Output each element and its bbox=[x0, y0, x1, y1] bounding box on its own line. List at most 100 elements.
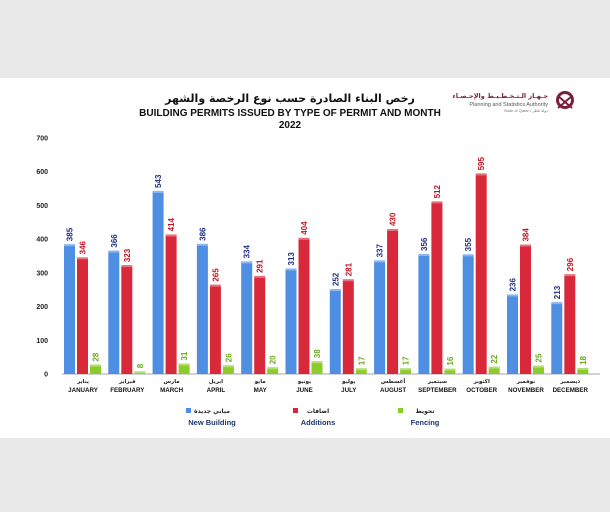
bar-fencing bbox=[577, 367, 589, 374]
x-tick-label-ar: أغسطس bbox=[381, 377, 405, 385]
data-label-additions: 512 bbox=[433, 184, 442, 198]
x-tick-label: JULY bbox=[341, 387, 357, 394]
legend-label-additions: Additions bbox=[301, 418, 336, 427]
bar-fencing bbox=[311, 361, 323, 374]
y-tick-label: 700 bbox=[36, 136, 48, 143]
data-label-new-building: 334 bbox=[243, 244, 252, 258]
bar-highlight bbox=[387, 229, 399, 232]
bar-highlight bbox=[342, 279, 354, 282]
y-tick-label: 500 bbox=[36, 203, 48, 210]
x-tick-label-ar: نوفمبر bbox=[516, 379, 535, 385]
bar-highlight bbox=[551, 302, 563, 305]
bar-new-building bbox=[507, 294, 518, 374]
chart: جـهـاز الـتـخـطـيـط والإحـصـاء Planning … bbox=[36, 91, 600, 427]
y-tick-label: 200 bbox=[36, 304, 48, 311]
chart-card: جـهـاز الـتـخـطـيـط والإحـصـاء Planning … bbox=[0, 78, 610, 438]
y-tick-label: 300 bbox=[36, 270, 48, 277]
logo-state: State of Qatar • دولة قطر bbox=[504, 108, 548, 113]
bar-highlight bbox=[564, 274, 576, 277]
bar-highlight bbox=[77, 257, 88, 260]
x-tick-label-ar: مايو bbox=[254, 379, 266, 385]
legend-label-ar-new-building: مباني جديدة bbox=[194, 408, 230, 415]
bar-new-building bbox=[551, 302, 563, 374]
data-label-fencing: 8 bbox=[136, 363, 145, 368]
bar-fencing bbox=[400, 368, 412, 374]
data-label-additions: 296 bbox=[566, 257, 575, 271]
x-tick-label-ar: يوليو bbox=[341, 379, 355, 385]
legend: مباني جديدة New Building اضافات Addition… bbox=[186, 408, 440, 427]
x-tick-label-ar: مارس bbox=[163, 379, 179, 385]
data-label-fencing: 28 bbox=[92, 352, 101, 361]
logo-name-en: Planning and Statistics Authority bbox=[469, 102, 548, 108]
bar-highlight bbox=[285, 268, 297, 271]
data-label-additions: 595 bbox=[477, 157, 486, 171]
x-tick-label-ar: ديسمبر bbox=[559, 379, 580, 385]
bar-new-building bbox=[152, 190, 164, 374]
data-label-new-building: 337 bbox=[376, 243, 385, 257]
data-label-fencing: 17 bbox=[357, 356, 366, 365]
data-label-fencing: 22 bbox=[490, 354, 499, 363]
data-label-additions: 291 bbox=[256, 259, 265, 273]
chart-title: BUILDING PERMITS ISSUED BY TYPE OF PERMI… bbox=[139, 108, 441, 119]
bar-fencing bbox=[90, 364, 101, 374]
bar-fencing bbox=[444, 368, 456, 374]
legend-label-fencing: Fencing bbox=[411, 418, 440, 427]
bar-additions bbox=[431, 201, 443, 374]
x-tick-label: AUGUST bbox=[380, 387, 406, 394]
x-tick-label: FEBRUARY bbox=[110, 387, 145, 394]
y-axis: 0 100 200 300 400 500 600 700 bbox=[36, 136, 48, 379]
x-tick-label: OCTOBER bbox=[466, 387, 497, 394]
bar-fencing bbox=[222, 365, 234, 374]
bar-additions bbox=[475, 173, 487, 374]
bar-highlight bbox=[267, 367, 279, 370]
data-label-additions: 281 bbox=[344, 262, 353, 276]
bar-new-building bbox=[329, 289, 341, 374]
bar-additions bbox=[121, 265, 133, 374]
bar-fencing bbox=[355, 368, 367, 374]
chart-year: 2022 bbox=[279, 120, 302, 131]
bar-highlight bbox=[507, 294, 518, 297]
legend-swatch-fencing bbox=[398, 408, 403, 413]
data-label-additions: 265 bbox=[211, 268, 220, 282]
bar-highlight bbox=[418, 253, 430, 256]
data-label-additions: 384 bbox=[522, 228, 531, 242]
x-tick-label-ar: سبتمبر bbox=[427, 379, 447, 385]
legend-label-new-building: New Building bbox=[188, 418, 236, 427]
bar-highlight bbox=[488, 366, 500, 369]
bar-highlight bbox=[64, 244, 75, 247]
bar-highlight bbox=[165, 234, 177, 237]
bar-highlight bbox=[533, 365, 544, 368]
bar-highlight bbox=[108, 250, 120, 253]
bar-fencing bbox=[488, 366, 500, 374]
data-label-fencing: 31 bbox=[180, 351, 189, 360]
qatar-emblem-icon bbox=[556, 91, 574, 109]
y-tick-label: 600 bbox=[36, 169, 48, 176]
bar-additions bbox=[209, 284, 221, 374]
bar-fencing bbox=[134, 371, 146, 374]
legend-swatch-additions bbox=[293, 408, 298, 413]
data-label-new-building: 366 bbox=[110, 234, 119, 248]
bar-highlight bbox=[475, 173, 487, 176]
bar-highlight bbox=[520, 244, 531, 247]
bar-new-building bbox=[462, 254, 474, 374]
bar-new-building bbox=[64, 244, 75, 374]
bar-highlight bbox=[329, 289, 341, 292]
bar-new-building bbox=[241, 261, 253, 374]
bar-highlight bbox=[462, 254, 474, 257]
legend-item-fencing: تحويط Fencing bbox=[398, 408, 440, 427]
x-tick-label-ar: يناير bbox=[76, 379, 89, 385]
x-tick-label: NOVEMBER bbox=[508, 387, 544, 394]
x-tick-label: MAY bbox=[254, 387, 268, 394]
data-label-new-building: 355 bbox=[464, 237, 473, 251]
y-tick-label: 100 bbox=[36, 338, 48, 345]
bar-highlight bbox=[374, 260, 386, 263]
x-tick-label: JANUARY bbox=[68, 387, 99, 394]
bar-new-building bbox=[108, 250, 120, 374]
bar-highlight bbox=[254, 275, 266, 278]
bar-new-building bbox=[374, 260, 386, 374]
bar-highlight bbox=[222, 365, 234, 368]
bar-additions bbox=[342, 279, 354, 374]
x-tick-label: MARCH bbox=[160, 387, 184, 394]
data-label-fencing: 16 bbox=[446, 356, 455, 365]
x-tick-label-ar: يونيو bbox=[297, 379, 311, 385]
